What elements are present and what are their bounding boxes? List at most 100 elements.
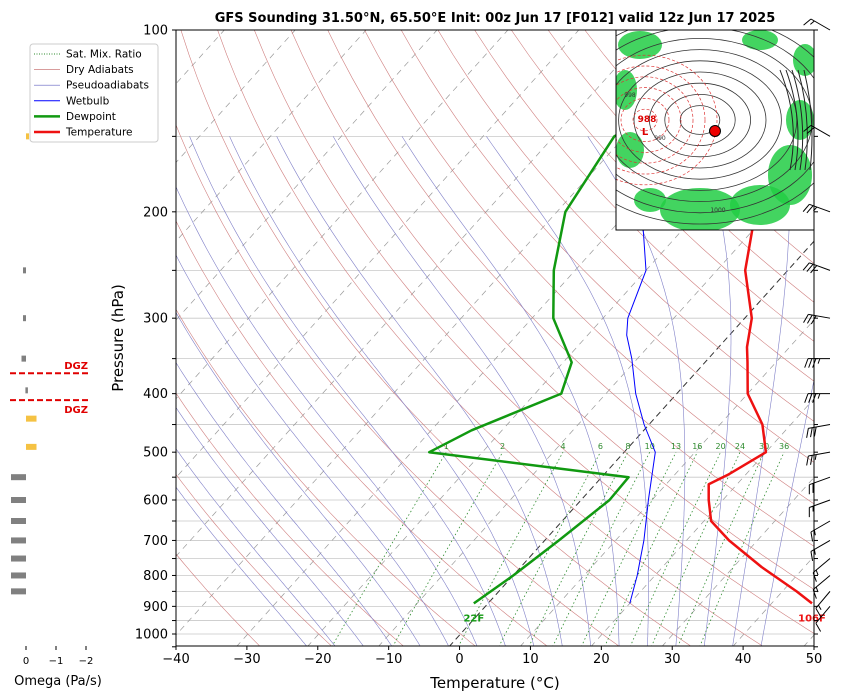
dry-adiabat-line (364, 30, 814, 505)
wind-barb-half-flag (814, 454, 817, 460)
dry-adiabat-line (400, 30, 814, 463)
wind-barb-staff (808, 451, 831, 457)
terrain-contour (779, 69, 794, 171)
x-tick-label: −20 (304, 652, 331, 667)
y-tick-label: 100 (143, 24, 168, 39)
wind-barb (804, 393, 830, 403)
omega-bar (11, 572, 26, 579)
wind-barb-flag (803, 314, 809, 323)
pseudoadiabat-line (276, 136, 563, 646)
wind-barb (815, 591, 831, 617)
wind-barb (810, 520, 831, 542)
mixing-ratio-line (528, 452, 629, 646)
pseudoadiabat-line (176, 407, 364, 646)
pseudoadiabats (176, 136, 814, 646)
wind-barb (803, 313, 831, 325)
y-tick-label: 800 (143, 569, 168, 584)
location-marker (709, 125, 721, 137)
wind-barb-flag (812, 589, 817, 599)
omega-bar (26, 443, 37, 450)
omega-bar (11, 497, 26, 504)
thickness-contour (632, 108, 658, 132)
pseudoadiabat-line (229, 136, 535, 646)
wind-barb-staff (815, 591, 831, 609)
omega-bar (11, 474, 26, 481)
wind-barb-staff (812, 558, 831, 574)
wind-barb (802, 203, 831, 214)
mixing-ratio-label: 16 (692, 442, 702, 451)
mixing-ratio-label: 36 (779, 442, 789, 451)
x-axis-label: Temperature (°C) (429, 674, 559, 692)
y-tick-label: 1000 (135, 628, 168, 643)
wind-barb-staff (815, 606, 831, 624)
x-tick-label: 10 (522, 652, 539, 667)
wind-barb-half-flag (810, 20, 815, 25)
legend: Sat. Mix. Ratio Dry Adiabats Pseudoadiabat… (29, 43, 159, 143)
wind-barb-flag (815, 622, 822, 632)
pseudoadiabat-line (732, 136, 791, 646)
dry-adiabat-line (547, 30, 814, 303)
terrain-contour (785, 69, 799, 171)
terrain-contour (797, 69, 808, 171)
isobar-grid (176, 30, 814, 635)
omega-bar (11, 517, 26, 524)
isobar-contour (616, 38, 813, 202)
wind-barb-staff (809, 262, 831, 271)
wind-barb-flag (806, 263, 814, 272)
wind-barb-flag (812, 358, 817, 368)
wind-barb-staff (810, 18, 831, 31)
pseudoadiabat-line (176, 254, 449, 646)
mixing-ratio-line (629, 452, 721, 646)
wind-barb-flag (804, 393, 809, 403)
legend-label: Temperature (65, 127, 133, 139)
mixing-ratio-label: 6 (598, 442, 603, 451)
mixing-ratio-line (498, 452, 601, 646)
legend-label: Pseudoadiabats (66, 80, 149, 92)
pseudoadiabat-line (695, 136, 732, 646)
x-tick-label: 30 (664, 652, 681, 667)
mixing-ratio-line (331, 451, 447, 646)
pseudoadiabat-line (401, 136, 620, 646)
isobar-contour (649, 82, 752, 158)
legend-label: Dewpoint (66, 111, 116, 123)
dry-adiabat-line (176, 124, 620, 646)
precip-area (660, 188, 740, 230)
pseudoadiabat-line (189, 136, 506, 646)
wind-barb-flag (803, 18, 812, 26)
wind-barb-staff (809, 499, 831, 508)
omega-bar (21, 355, 26, 362)
terrain-contour (803, 69, 813, 171)
isotherm-line (0, 30, 12, 647)
y-tick-label: 300 (143, 312, 168, 327)
dry-adiabat-line (437, 30, 814, 422)
precip-area (618, 31, 662, 59)
dry-adiabat-line (474, 30, 814, 382)
wind-barb (803, 18, 831, 31)
legend-label: Wetbulb (66, 95, 110, 107)
y-tick-label: 700 (143, 534, 168, 549)
mixing-ratio-line (581, 452, 677, 646)
wind-barb-half-flag (817, 358, 821, 364)
mixing-ratio-label: 1 (444, 442, 449, 451)
terrain-contour (791, 69, 804, 171)
wind-barb-flag (815, 607, 822, 617)
precip-area (742, 30, 778, 50)
thickness-contour (616, 87, 682, 153)
wind-barb (806, 424, 831, 438)
wind-barb-flag (810, 265, 818, 274)
dry-adiabat-line (217, 30, 764, 646)
mixing-ratio-label: 20 (716, 442, 726, 451)
x-tick-label: −10 (375, 652, 402, 667)
wind-barb (808, 499, 831, 518)
precip-area (768, 145, 812, 205)
wind-barb-staff (809, 476, 831, 486)
precip-area (616, 70, 637, 110)
pseudoadiabat-line (587, 136, 686, 646)
mixing-ratio-label: 4 (560, 442, 565, 451)
wind-barb-flag (810, 427, 813, 438)
dgz-label: DGZ (64, 405, 88, 416)
surface-temp-label: 106F (798, 613, 826, 624)
map-label: 998 (624, 92, 636, 99)
wind-barb-flag (806, 455, 809, 466)
